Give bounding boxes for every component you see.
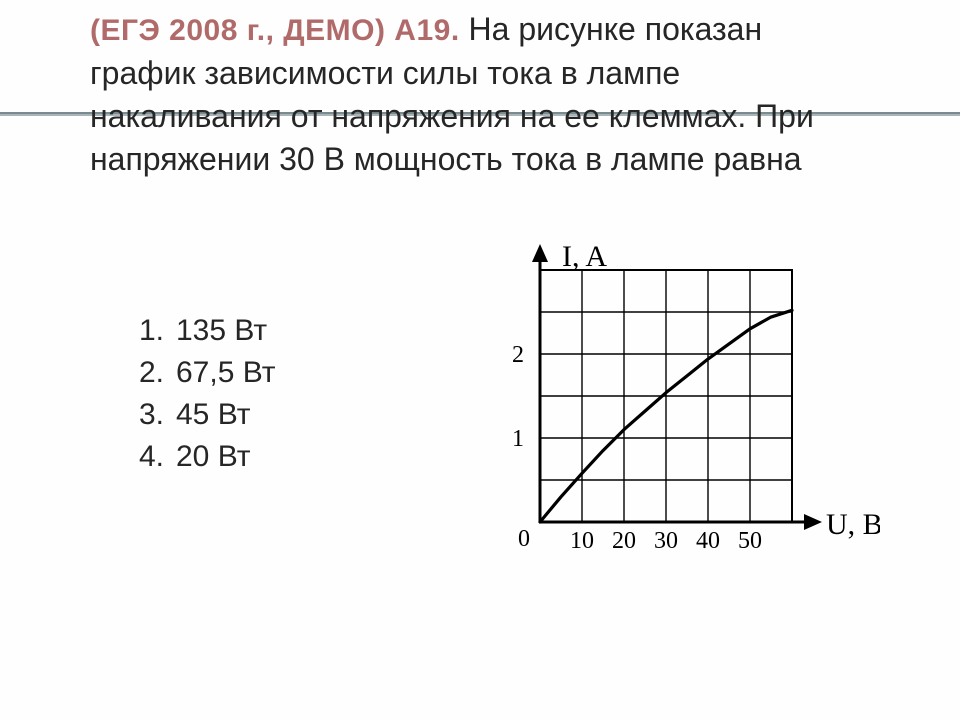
svg-text:30: 30: [654, 528, 678, 554]
answer-text: 135 Вт: [176, 310, 267, 352]
svg-text:1: 1: [512, 426, 524, 452]
answer-list: 1. 135 Вт 2. 67,5 Вт 3. 45 Вт 4. 20 Вт: [130, 310, 275, 478]
svg-text:10: 10: [570, 528, 594, 554]
svg-text:20: 20: [612, 528, 636, 554]
answer-option[interactable]: 3. 45 Вт: [130, 394, 275, 436]
answer-option[interactable]: 1. 135 Вт: [130, 310, 275, 352]
svg-text:50: 50: [738, 528, 762, 554]
answer-text: 20 Вт: [176, 436, 250, 478]
answer-number: 1.: [130, 310, 176, 352]
question-block: (ЕГЭ 2008 г., ДЕМО) А19. На рисунке пока…: [90, 8, 870, 181]
chart-svg: I, A U, B 0 1 2 10 20 30 40 50: [460, 240, 880, 590]
answer-text: 67,5 Вт: [176, 352, 275, 394]
answer-number: 4.: [130, 436, 176, 478]
answer-number: 2.: [130, 352, 176, 394]
exam-tag: (ЕГЭ 2008 г., ДЕМО) А19.: [90, 14, 460, 47]
svg-text:I, A: I, A: [562, 240, 607, 273]
svg-text:40: 40: [696, 528, 720, 554]
svg-text:2: 2: [512, 342, 524, 368]
answer-number: 3.: [130, 394, 176, 436]
answer-option[interactable]: 2. 67,5 Вт: [130, 352, 275, 394]
answer-option[interactable]: 4. 20 Вт: [130, 436, 275, 478]
svg-text:U, B: U, B: [826, 508, 880, 541]
answer-text: 45 Вт: [176, 394, 250, 436]
svg-text:0: 0: [518, 526, 530, 552]
iv-chart: I, A U, B 0 1 2 10 20 30 40 50: [460, 240, 880, 590]
